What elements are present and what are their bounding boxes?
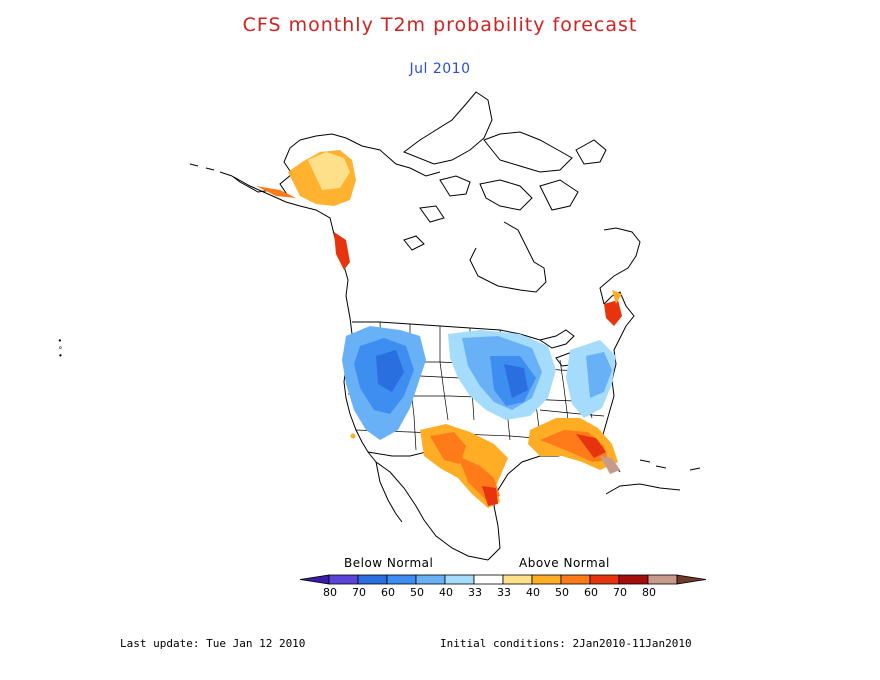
- legend-swatch: [328, 574, 359, 585]
- legend-swatch: [618, 574, 649, 585]
- legend-swatch: [415, 574, 446, 585]
- legend-swatch: [531, 574, 562, 585]
- legend-tick-label: 40: [526, 586, 540, 599]
- map-title: CFS monthly T2m probability forecast: [242, 14, 638, 36]
- legend-tick-label: 70: [613, 586, 627, 599]
- legend-swatch: [357, 574, 388, 585]
- last-update-text: Last update: Tue Jan 12 2010: [120, 637, 306, 650]
- legend-swatch: [560, 574, 591, 585]
- legend-tick-label: 70: [352, 586, 366, 599]
- legend-swatch: [589, 574, 620, 585]
- side-marker: ∙ ∘ •: [56, 338, 65, 358]
- legend-swatch: [473, 574, 504, 585]
- legend-tick-label: 60: [381, 586, 395, 599]
- legend-swatch: [647, 574, 678, 585]
- initial-conditions-text: Initial conditions: 2Jan2010-11Jan2010: [440, 637, 692, 650]
- legend-tick-label: 50: [555, 586, 569, 599]
- legend-tick-label: 40: [439, 586, 453, 599]
- legend-above-normal-label: Above Normal: [519, 556, 610, 570]
- legend-tick-label: 60: [584, 586, 598, 599]
- legend-tick-label: 50: [410, 586, 424, 599]
- legend-tick-label: 80: [323, 586, 337, 599]
- coastlines: [189, 91, 701, 561]
- legend-tick-label: 33: [468, 586, 482, 599]
- legend-tick-label: 80: [642, 586, 656, 599]
- forecast-shading: [256, 150, 622, 508]
- map-subtitle: Jul 2010: [409, 61, 471, 77]
- legend-swatch: [386, 574, 417, 585]
- legend-below-normal-label: Below Normal: [344, 556, 434, 570]
- color-legend-bar: 80 70 60 50 40 33 33 40 50 60 70 80: [299, 574, 707, 599]
- legend-tick-label: 33: [497, 586, 511, 599]
- legend-swatch-left-arrow: [299, 574, 330, 585]
- legend-swatch: [502, 574, 533, 585]
- legend-swatch: [444, 574, 475, 585]
- legend-swatch-right-arrow: [676, 574, 707, 585]
